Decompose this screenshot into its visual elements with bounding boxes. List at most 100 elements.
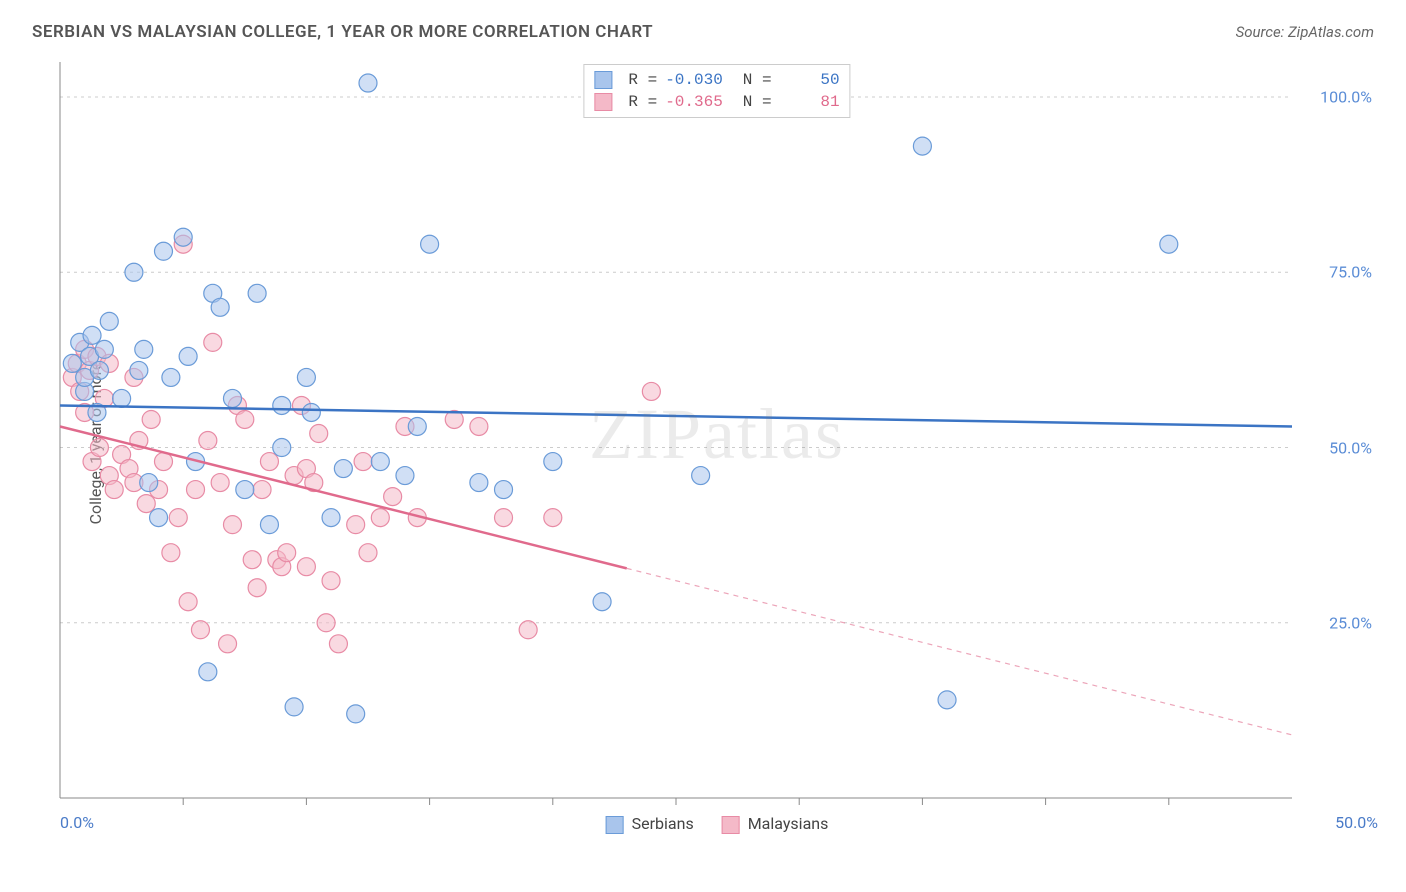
legend-label: Malaysians: [748, 814, 829, 833]
data-point: [223, 389, 241, 407]
y-tick-label: 100.0%: [1320, 88, 1372, 107]
data-point: [142, 410, 160, 428]
chart-header: SERBIAN VS MALAYSIAN COLLEGE, 1 YEAR OR …: [32, 22, 1374, 42]
data-point: [162, 544, 180, 562]
data-point: [692, 467, 710, 485]
legend-stat-label: R =: [628, 71, 657, 89]
legend-stat-label: R =: [628, 93, 657, 111]
data-point: [248, 579, 266, 597]
data-point: [236, 410, 254, 428]
data-point: [273, 396, 291, 414]
data-point: [211, 474, 229, 492]
data-point: [495, 509, 513, 527]
legend-item: Malaysians: [722, 814, 829, 834]
data-point: [223, 516, 241, 534]
data-point: [322, 509, 340, 527]
data-point: [105, 481, 123, 499]
legend-item: Serbians: [606, 814, 694, 834]
data-point: [125, 263, 143, 281]
legend-swatch: [594, 93, 612, 111]
data-point: [354, 453, 372, 471]
legend-swatch: [722, 816, 740, 834]
data-point: [347, 516, 365, 534]
data-point: [642, 382, 660, 400]
data-point: [199, 432, 217, 450]
data-point: [334, 460, 352, 478]
data-point: [297, 558, 315, 576]
data-point: [179, 593, 197, 611]
legend-r-value: -0.030: [665, 71, 725, 89]
data-point: [90, 361, 108, 379]
y-tick-label: 50.0%: [1329, 438, 1372, 457]
data-point: [371, 509, 389, 527]
data-point: [100, 312, 118, 330]
data-point: [219, 635, 237, 653]
legend-stat-label: N =: [733, 71, 771, 89]
data-point: [162, 368, 180, 386]
trend-line-extrapolated: [627, 568, 1292, 735]
data-point: [179, 347, 197, 365]
y-tick-label: 75.0%: [1329, 263, 1372, 282]
data-point: [384, 488, 402, 506]
data-point: [248, 284, 266, 302]
data-point: [544, 509, 562, 527]
legend-n-value: 81: [780, 93, 840, 111]
chart-title: SERBIAN VS MALAYSIAN COLLEGE, 1 YEAR OR …: [32, 22, 653, 42]
data-point: [113, 389, 131, 407]
data-point: [1160, 235, 1178, 253]
data-point: [519, 621, 537, 639]
data-point: [297, 368, 315, 386]
data-point: [243, 551, 261, 569]
scatter-plot: [52, 58, 1382, 828]
data-point: [470, 417, 488, 435]
data-point: [317, 614, 335, 632]
data-point: [359, 544, 377, 562]
data-point: [63, 354, 81, 372]
legend-label: Serbians: [632, 814, 694, 833]
x-axis-min-label: 0.0%: [60, 813, 94, 832]
data-point: [90, 439, 108, 457]
data-point: [302, 403, 320, 421]
data-point: [174, 228, 192, 246]
data-point: [544, 453, 562, 471]
data-point: [260, 453, 278, 471]
data-point: [169, 509, 187, 527]
data-point: [83, 326, 101, 344]
data-point: [191, 621, 209, 639]
legend-n-value: 50: [780, 71, 840, 89]
data-point: [310, 425, 328, 443]
data-point: [95, 340, 113, 358]
data-point: [347, 705, 365, 723]
data-point: [137, 495, 155, 513]
y-tick-label: 25.0%: [1329, 613, 1372, 632]
chart-area: College, 1 year or more ZIPatlas 25.0%50…: [52, 58, 1382, 828]
chart-source: Source: ZipAtlas.com: [1236, 23, 1374, 41]
data-point: [204, 333, 222, 351]
legend-stat-label: N =: [733, 93, 771, 111]
data-point: [322, 572, 340, 590]
data-point: [593, 593, 611, 611]
legend-swatch: [606, 816, 624, 834]
data-point: [470, 474, 488, 492]
correlation-legend: R =-0.030 N =50R =-0.365 N =81: [583, 64, 850, 118]
data-point: [135, 340, 153, 358]
data-point: [130, 361, 148, 379]
data-point: [421, 235, 439, 253]
data-point: [938, 691, 956, 709]
data-point: [150, 509, 168, 527]
x-axis-max-label: 50.0%: [1335, 813, 1378, 832]
correlation-legend-row: R = -0.030 N = 50: [594, 69, 839, 91]
data-point: [253, 481, 271, 499]
data-point: [140, 474, 158, 492]
bottom-legend: Serbians Malaysians: [606, 814, 829, 834]
data-point: [371, 453, 389, 471]
data-point: [187, 481, 205, 499]
data-point: [273, 439, 291, 457]
data-point: [913, 137, 931, 155]
data-point: [278, 544, 296, 562]
data-point: [495, 481, 513, 499]
data-point: [396, 467, 414, 485]
data-point: [329, 635, 347, 653]
data-point: [359, 74, 377, 92]
data-point: [285, 698, 303, 716]
